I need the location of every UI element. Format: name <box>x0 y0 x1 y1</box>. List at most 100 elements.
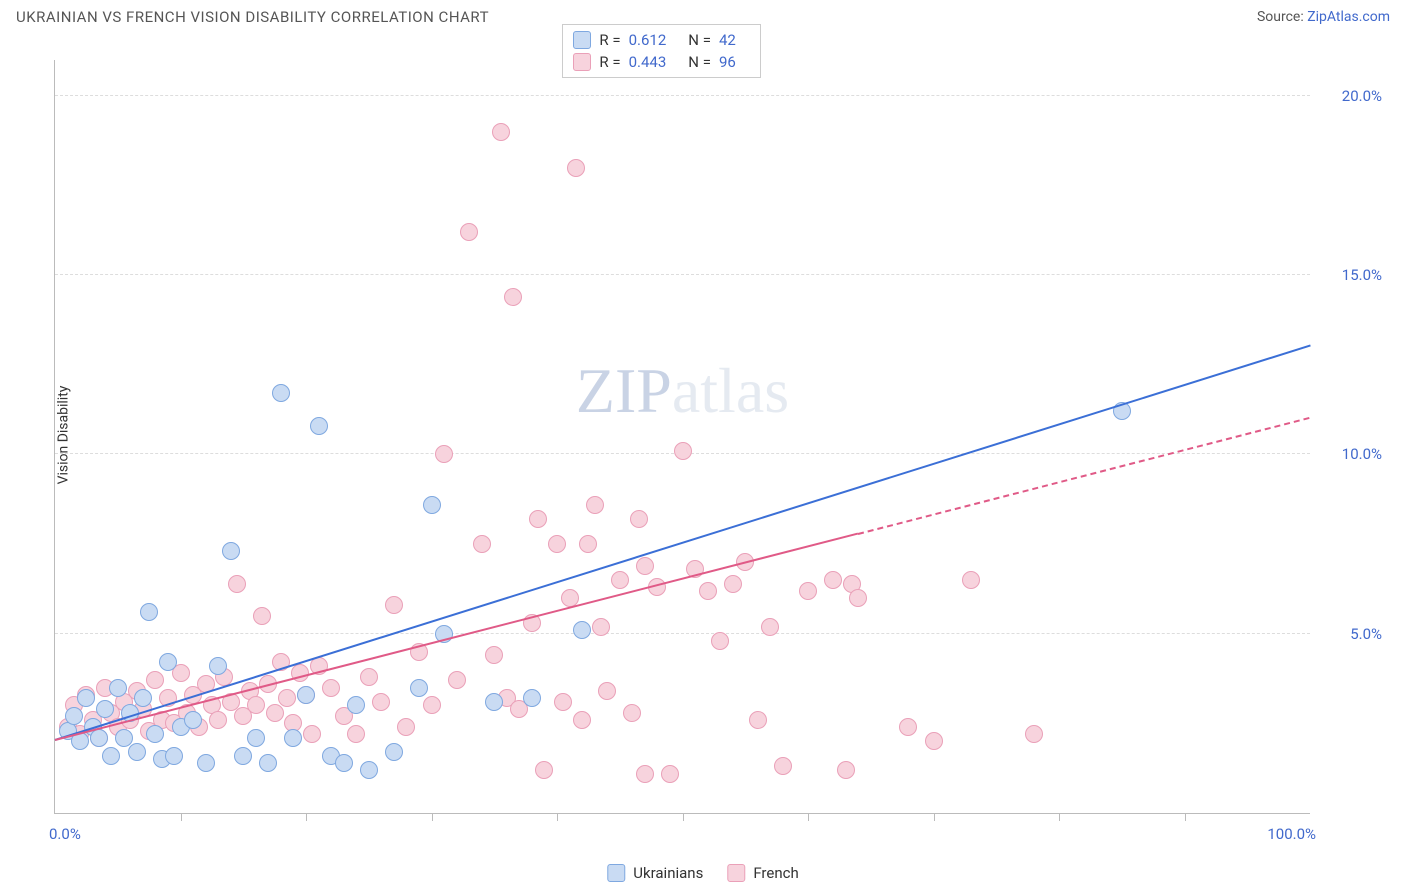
watermark: ZIPatlas <box>576 354 789 428</box>
y-tick-label: 10.0% <box>1318 445 1382 463</box>
y-tick-label: 15.0% <box>1318 266 1382 284</box>
data-point <box>749 711 767 729</box>
data-point <box>360 761 378 779</box>
data-point <box>347 725 365 743</box>
data-point <box>661 765 679 783</box>
data-point <box>674 442 692 460</box>
data-point <box>385 743 403 761</box>
data-point <box>548 535 566 553</box>
legend-item: Ukrainians <box>607 864 703 882</box>
data-point <box>724 575 742 593</box>
data-point <box>535 761 553 779</box>
y-tick-label: 20.0% <box>1318 87 1382 105</box>
data-point <box>360 668 378 686</box>
data-point <box>165 747 183 765</box>
x-tick <box>808 813 809 821</box>
data-point <box>228 575 246 593</box>
x-tick <box>432 813 433 821</box>
data-point <box>473 535 491 553</box>
data-point <box>397 718 415 736</box>
stats-swatch <box>573 53 591 71</box>
data-point <box>96 700 114 718</box>
legend-swatch <box>727 864 745 882</box>
data-point <box>284 729 302 747</box>
data-point <box>65 707 83 725</box>
source-prefix: Source: <box>1257 9 1307 25</box>
trend-line <box>858 417 1310 535</box>
data-point <box>372 693 390 711</box>
x-tick <box>181 813 182 821</box>
data-point <box>448 671 466 689</box>
data-point <box>849 589 867 607</box>
data-point <box>699 582 717 600</box>
data-point <box>623 704 641 722</box>
x-tick <box>934 813 935 821</box>
stats-n-label: N = <box>688 53 711 71</box>
data-point <box>592 618 610 636</box>
data-point <box>598 682 616 700</box>
chart-container: Vision Disability ZIPatlas 5.0%10.0%15.0… <box>54 36 1390 834</box>
plot-area: ZIPatlas 5.0%10.0%15.0%20.0%0.0%100.0% <box>54 60 1310 814</box>
data-point <box>586 496 604 514</box>
data-point <box>272 384 290 402</box>
trend-line <box>55 345 1311 741</box>
data-point <box>234 747 252 765</box>
legend-label: French <box>753 864 798 882</box>
data-point <box>410 679 428 697</box>
stats-r-value: 0.612 <box>629 31 667 49</box>
data-point <box>611 571 629 589</box>
data-point <box>925 732 943 750</box>
data-point <box>504 288 522 306</box>
data-point <box>630 510 648 528</box>
grid-line <box>55 274 1310 275</box>
data-point <box>197 754 215 772</box>
data-point <box>159 653 177 671</box>
data-point <box>962 571 980 589</box>
data-point <box>134 689 152 707</box>
data-point <box>435 445 453 463</box>
data-point <box>102 747 120 765</box>
data-point <box>146 671 164 689</box>
data-point <box>460 223 478 241</box>
data-point <box>567 159 585 177</box>
data-point <box>310 417 328 435</box>
watermark-strong: ZIP <box>576 355 672 426</box>
x-tick <box>683 813 684 821</box>
data-point <box>297 686 315 704</box>
data-point <box>335 754 353 772</box>
data-point <box>899 718 917 736</box>
x-tick <box>1059 813 1060 821</box>
data-point <box>259 754 277 772</box>
data-point <box>146 725 164 743</box>
data-point <box>303 725 321 743</box>
source-link[interactable]: ZipAtlas.com <box>1307 9 1390 25</box>
data-point <box>636 557 654 575</box>
x-tick <box>557 813 558 821</box>
chart-title: UKRAINIAN VS FRENCH VISION DISABILITY CO… <box>16 8 489 26</box>
data-point <box>554 693 572 711</box>
data-point <box>529 510 547 528</box>
data-point <box>247 696 265 714</box>
data-point <box>253 607 271 625</box>
grid-line <box>55 633 1310 634</box>
data-point <box>347 696 365 714</box>
source-attribution: Source: ZipAtlas.com <box>1257 9 1390 25</box>
data-point <box>266 704 284 722</box>
data-point <box>774 757 792 775</box>
data-point <box>423 496 441 514</box>
data-point <box>837 761 855 779</box>
data-point <box>322 679 340 697</box>
data-point <box>492 123 510 141</box>
stats-n-label: N = <box>688 31 711 49</box>
stats-r-value: 0.443 <box>629 53 667 71</box>
data-point <box>485 693 503 711</box>
data-point <box>140 603 158 621</box>
stats-n-value: 96 <box>719 53 736 71</box>
stats-r-label: R = <box>599 31 620 49</box>
stats-row: R =0.443N =96 <box>573 51 749 73</box>
trend-line <box>55 533 859 741</box>
data-point <box>77 689 95 707</box>
data-point <box>423 696 441 714</box>
x-axis-min-label: 0.0% <box>49 825 81 843</box>
data-point <box>761 618 779 636</box>
